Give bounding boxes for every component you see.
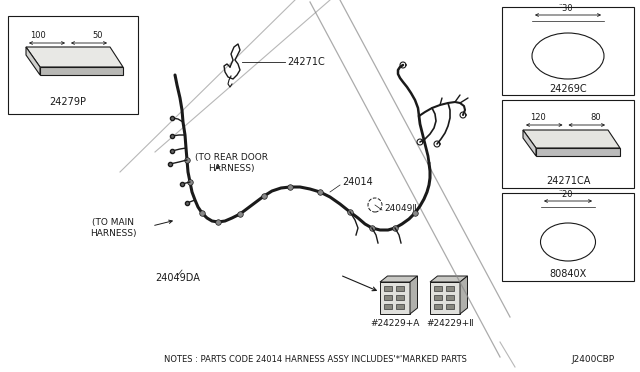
Bar — [380, 282, 410, 314]
Polygon shape — [536, 148, 620, 156]
Bar — [434, 286, 442, 291]
Polygon shape — [430, 276, 467, 282]
Text: 24279P: 24279P — [49, 97, 86, 107]
Text: 100: 100 — [30, 31, 46, 40]
Polygon shape — [26, 47, 40, 75]
Bar — [384, 304, 392, 309]
Bar — [396, 304, 404, 309]
Text: 24271C: 24271C — [287, 57, 324, 67]
Polygon shape — [460, 276, 467, 314]
Text: 80840X: 80840X — [549, 269, 587, 279]
Bar — [502, 7, 634, 95]
Text: J2400CBP: J2400CBP — [572, 356, 615, 365]
Polygon shape — [410, 276, 417, 314]
Bar — [384, 286, 392, 291]
Text: ̈30: ̈30 — [563, 4, 573, 13]
Text: NOTES : PARTS CODE 24014 HARNESS ASSY INCLUDES'*'MARKED PARTS: NOTES : PARTS CODE 24014 HARNESS ASSY IN… — [164, 356, 467, 365]
Bar — [502, 100, 634, 188]
Text: 24049DA: 24049DA — [155, 273, 200, 283]
Text: (TO REAR DOOR
HARNESS): (TO REAR DOOR HARNESS) — [195, 153, 268, 173]
Text: 120: 120 — [530, 113, 546, 122]
Text: 50: 50 — [93, 31, 103, 40]
Bar — [434, 295, 442, 300]
Polygon shape — [26, 47, 123, 67]
Bar — [384, 295, 392, 300]
Bar — [8, 16, 138, 114]
Bar — [396, 286, 404, 291]
Polygon shape — [523, 130, 620, 148]
Text: 24049Ⅱ: 24049Ⅱ — [384, 203, 417, 212]
Bar — [446, 304, 454, 309]
Text: #24229+A: #24229+A — [371, 319, 420, 328]
Bar — [446, 286, 454, 291]
Polygon shape — [380, 276, 417, 282]
Text: 24014: 24014 — [342, 177, 372, 187]
Bar — [396, 295, 404, 300]
Bar — [446, 295, 454, 300]
Text: #24229+Ⅱ: #24229+Ⅱ — [426, 319, 474, 328]
Bar — [502, 193, 634, 281]
Text: 24271CA: 24271CA — [546, 176, 590, 186]
Text: (TO MAIN
HARNESS): (TO MAIN HARNESS) — [90, 218, 136, 238]
Bar — [430, 282, 460, 314]
Text: 24269C: 24269C — [549, 84, 587, 94]
Polygon shape — [523, 130, 536, 156]
Text: 80: 80 — [591, 113, 602, 122]
Bar — [434, 304, 442, 309]
Polygon shape — [40, 67, 123, 75]
Text: ̈20: ̈20 — [563, 190, 573, 199]
